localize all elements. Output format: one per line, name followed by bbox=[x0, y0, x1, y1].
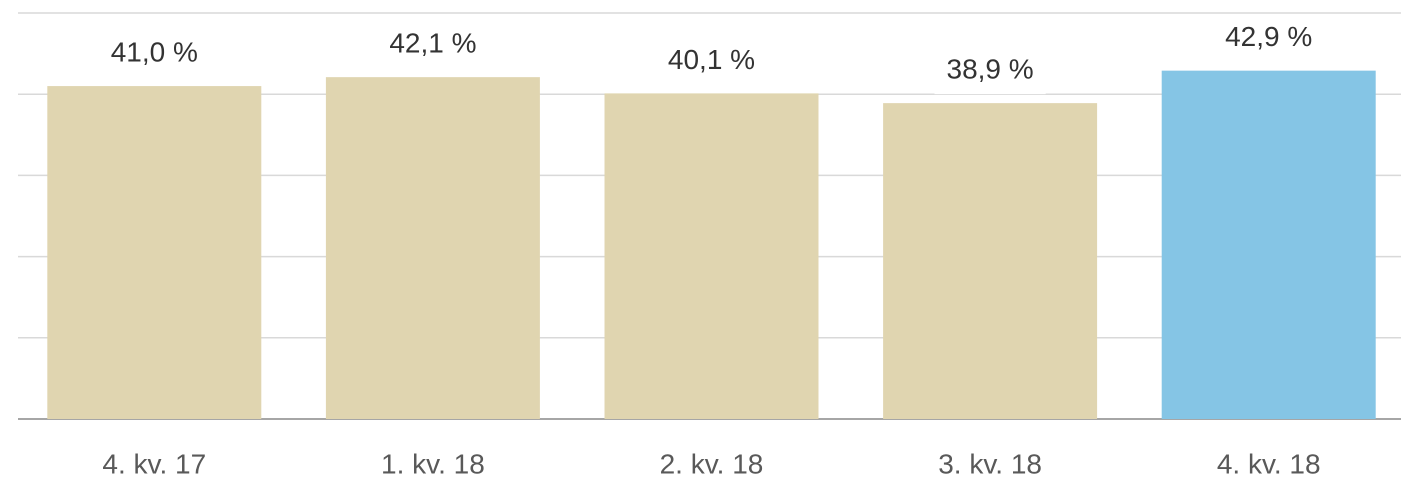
x-tick-label: 1. kv. 18 bbox=[381, 448, 485, 479]
x-tick-label: 2. kv. 18 bbox=[660, 448, 764, 479]
value-label: 42,9 % bbox=[1225, 21, 1312, 52]
bar bbox=[1161, 70, 1376, 419]
label-background bbox=[1213, 15, 1325, 62]
x-tick-label: 4. kv. 18 bbox=[1217, 448, 1321, 479]
x-tick-label: 3. kv. 18 bbox=[938, 448, 1042, 479]
value-label: 42,1 % bbox=[389, 28, 476, 59]
bar bbox=[604, 93, 819, 419]
label-background bbox=[98, 31, 210, 78]
value-label: 41,0 % bbox=[111, 36, 198, 67]
value-label: 38,9 % bbox=[947, 54, 1034, 85]
bar bbox=[325, 77, 540, 419]
value-label: 40,1 % bbox=[668, 44, 755, 75]
label-background bbox=[655, 38, 768, 85]
bar bbox=[47, 86, 262, 419]
bar bbox=[883, 103, 1098, 419]
label-background bbox=[934, 48, 1046, 95]
label-background bbox=[377, 22, 489, 69]
x-tick-label: 4. kv. 17 bbox=[102, 448, 206, 479]
